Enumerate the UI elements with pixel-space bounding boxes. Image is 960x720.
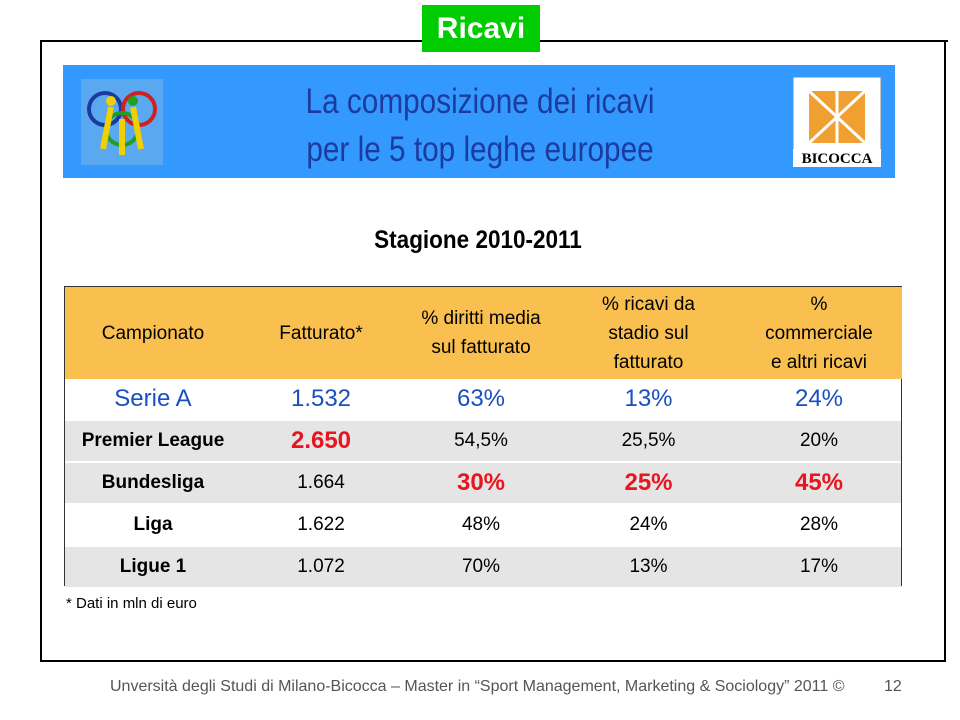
table-cell: 25% bbox=[624, 469, 673, 496]
table-cell: 20% bbox=[799, 430, 839, 451]
header-line: Fatturato* bbox=[279, 322, 363, 344]
table-cell: 1.664 bbox=[297, 472, 345, 493]
header-line: Campionato bbox=[101, 322, 205, 344]
table-cell: 2.650 bbox=[290, 427, 352, 454]
table-cell: Serie A bbox=[114, 385, 192, 412]
frame bbox=[40, 40, 946, 662]
table-cell: 48% bbox=[461, 514, 501, 535]
table-cell: 28% bbox=[799, 514, 839, 535]
title-line: La composizione dei ricavi bbox=[305, 82, 655, 121]
league-logo bbox=[81, 79, 163, 165]
table-cell: 45% bbox=[794, 469, 844, 496]
subtitle: Stagione 2010-2011 bbox=[374, 226, 582, 254]
header-cell: % diritti media sul fatturato bbox=[401, 287, 561, 379]
table-cell: 1.072 bbox=[297, 556, 345, 577]
table-cell: 1.622 bbox=[297, 514, 345, 535]
header-cell: Fatturato* bbox=[241, 287, 401, 379]
banner: BICOCCA bbox=[63, 65, 895, 178]
page-number: 12 bbox=[884, 678, 902, 695]
university-logo: BICOCCA bbox=[793, 77, 881, 167]
table-cell: Ligue 1 bbox=[119, 556, 187, 577]
table: Campionato Fatturato* % diritti media sul f… bbox=[64, 286, 902, 587]
header-line: % diritti media bbox=[421, 308, 541, 329]
table-cell: 54,5% bbox=[454, 430, 508, 451]
header-line: commerciale bbox=[765, 322, 873, 344]
frame-line bbox=[40, 40, 422, 42]
header-cell: % ricavi da stadio sul fatturato bbox=[561, 287, 736, 379]
table-cell: 25,5% bbox=[621, 430, 676, 451]
table-cell: 30% bbox=[456, 469, 506, 496]
header-line: % ricavi da bbox=[602, 293, 695, 315]
table-cell: Bundesliga bbox=[101, 472, 205, 493]
table-cell: 24% bbox=[794, 385, 844, 412]
header-line: fatturato bbox=[613, 351, 684, 373]
table-cell: 24% bbox=[629, 514, 668, 535]
table-cell: Liga bbox=[133, 514, 173, 535]
frame-line bbox=[540, 40, 948, 42]
row-background bbox=[65, 421, 901, 461]
header-line: e altri ricavi bbox=[770, 351, 868, 373]
title-line: per le 5 top leghe europee bbox=[306, 130, 654, 169]
slide-title: La composizione dei ricavi per le 5 top … bbox=[242, 78, 718, 174]
table-cell: 17% bbox=[799, 556, 839, 577]
row-background bbox=[65, 463, 901, 503]
table-cell: 70% bbox=[461, 556, 501, 577]
table-cell: Premier League bbox=[81, 430, 225, 451]
header-line: % bbox=[810, 293, 828, 315]
row-background bbox=[65, 547, 901, 587]
footer: Unversità degli Studi di Milano-Bicocca … bbox=[110, 678, 845, 695]
table-cell: 13% bbox=[624, 385, 673, 412]
table-cell: 63% bbox=[456, 385, 506, 412]
header-cell: Campionato bbox=[65, 287, 241, 379]
header-line: sul fatturato bbox=[431, 337, 531, 358]
footnote: * Dati in mln di euro bbox=[66, 595, 197, 612]
svg-text:BICOCCA: BICOCCA bbox=[802, 151, 873, 167]
header-line: stadio sul bbox=[608, 322, 689, 344]
section-tag: Ricavi bbox=[422, 5, 540, 52]
header-cell: % commerciale e altri ricavi bbox=[736, 287, 902, 379]
table-cell: 1.532 bbox=[290, 385, 352, 412]
table-cell: 13% bbox=[629, 556, 668, 577]
